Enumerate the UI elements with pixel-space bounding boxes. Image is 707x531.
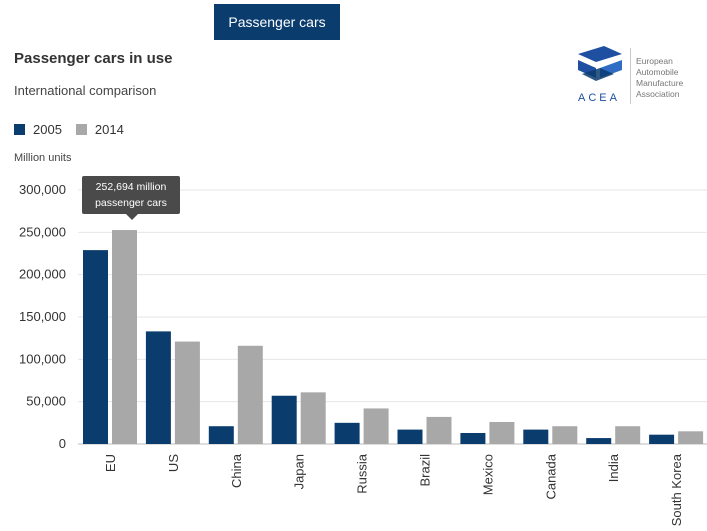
bar-tooltip: 252,694 million passenger cars <box>82 176 180 220</box>
bar-2014-brazil <box>426 416 452 444</box>
acea-full-name: European Automobile Manufacture Association <box>636 56 683 100</box>
x-tick-label: Canada <box>543 453 558 499</box>
bar-2005-mexico <box>460 432 486 444</box>
bar-2005-brazil <box>397 429 423 444</box>
passenger-cars-tab[interactable]: Passenger cars <box>214 4 340 40</box>
acea-name-line-1: European <box>636 56 673 66</box>
y-tick-label: 250,000 <box>19 224 66 239</box>
y-axis-label: Million units <box>14 152 72 164</box>
x-tick-label: India <box>606 453 621 482</box>
x-tick-label: China <box>229 453 244 488</box>
bar-2005-canada <box>523 429 549 444</box>
y-tick-label: 200,000 <box>19 267 66 282</box>
acea-name-line-3: Manufacture <box>636 78 684 88</box>
x-tick-label: Japan <box>292 454 307 489</box>
bar-2005-south-korea <box>649 434 675 444</box>
bar-2014-mexico <box>489 421 515 444</box>
acea-abbreviation: ACEA <box>578 92 620 104</box>
bar-2005-china <box>208 426 234 444</box>
legend-label-2014: 2014 <box>94 122 124 137</box>
bar-2014-russia <box>363 408 389 444</box>
chart-legend: 2005 2014 <box>14 122 124 137</box>
legend-label-2005: 2005 <box>33 122 62 137</box>
chart-subtitle: International comparison <box>14 83 157 98</box>
x-tick-label: South Korea <box>669 453 684 526</box>
bar-2005-japan <box>271 395 297 444</box>
legend-item-2005[interactable]: 2005 <box>14 122 62 137</box>
x-tick-label: Mexico <box>480 454 495 495</box>
bar-2005-india <box>586 438 612 444</box>
x-tick-label: EU <box>103 454 118 472</box>
x-tick-label: US <box>166 454 181 472</box>
bar-2014-china <box>237 345 263 444</box>
bar-2014-south-korea <box>678 431 704 444</box>
bar-2005-eu <box>83 250 108 444</box>
bar-2014-eu <box>112 230 137 444</box>
y-tick-label: 100,000 <box>19 351 66 366</box>
bar-2014-canada <box>552 426 578 444</box>
acea-logo: ACEA European Automobile Manufacture Associ… <box>574 44 707 110</box>
chart-title: Passenger cars in use <box>14 50 173 67</box>
bar-2014-india <box>615 426 641 444</box>
y-tick-label: 0 <box>59 436 66 451</box>
legend-item-2014[interactable]: 2014 <box>75 122 124 137</box>
acea-name-line-4: Association <box>636 89 680 99</box>
legend-swatch-2014 <box>75 124 87 135</box>
y-tick-label: 150,000 <box>19 309 66 324</box>
x-tick-label: Russia <box>355 453 370 494</box>
tooltip-line-1: 252,694 million <box>95 181 167 193</box>
bar-2014-us <box>174 341 200 444</box>
tooltip-line-2: passenger cars <box>95 197 167 209</box>
y-tick-label: 300,000 <box>19 182 66 197</box>
logo-divider <box>630 48 631 104</box>
bar-2005-us <box>145 331 171 444</box>
acea-name-line-2: Automobile <box>636 67 679 77</box>
y-tick-label: 50,000 <box>26 394 66 409</box>
bar-2005-russia <box>334 422 360 444</box>
x-tick-label: Brazil <box>418 454 433 487</box>
bar-2014-japan <box>300 392 326 444</box>
acea-logo-icon <box>578 46 622 81</box>
legend-swatch-2005 <box>14 124 25 135</box>
